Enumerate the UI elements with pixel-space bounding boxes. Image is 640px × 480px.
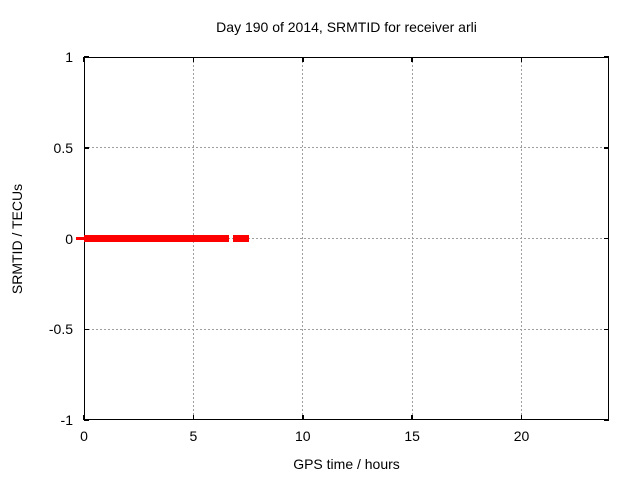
series-axis-overhang	[76, 237, 84, 240]
x-tick-mark	[302, 415, 304, 420]
x-axis-title: GPS time / hours	[293, 456, 400, 472]
y-axis-title: SRMTID / TECUs	[9, 183, 25, 295]
y-tick-mark	[84, 419, 89, 421]
series-segment	[84, 235, 230, 242]
y-tick-mark	[84, 328, 89, 330]
x-tick-mark	[192, 415, 195, 420]
x-tick-mark	[83, 57, 85, 62]
y-tick-label: 0	[65, 230, 73, 247]
series-segment	[233, 235, 249, 242]
plot-area	[83, 56, 609, 421]
x-tick-mark	[302, 57, 304, 62]
x-tick-mark	[411, 415, 413, 420]
y-tick-mark	[84, 147, 89, 149]
y-tick-label: 1	[65, 49, 73, 65]
x-tick-mark	[83, 415, 85, 420]
y-tick-mark	[604, 328, 609, 330]
x-tick-label: 10	[294, 428, 311, 444]
x-tick-label: 0	[80, 428, 88, 444]
y-tick-mark	[604, 419, 609, 421]
gridline-h	[84, 328, 609, 330]
y-tick-mark	[84, 56, 89, 58]
x-tick-mark	[192, 57, 195, 62]
y-tick-mark	[604, 56, 609, 58]
y-tick-mark	[604, 147, 609, 149]
x-tick-mark	[520, 415, 523, 420]
x-tick-label: 5	[189, 428, 198, 444]
x-tick-label: 15	[404, 428, 420, 444]
y-tick-mark	[604, 237, 609, 240]
x-tick-mark	[520, 57, 523, 62]
y-tick-label: -0.5	[48, 321, 73, 338]
gridline-h	[84, 147, 609, 149]
x-tick-mark	[411, 57, 413, 62]
gridline-h	[84, 238, 609, 239]
y-tick-label: 0.5	[53, 139, 73, 156]
chart-title: Day 190 of 2014, SRMTID for receiver arl…	[216, 19, 477, 35]
y-tick-label: -1	[60, 412, 73, 428]
x-tick-label: 20	[513, 428, 530, 444]
